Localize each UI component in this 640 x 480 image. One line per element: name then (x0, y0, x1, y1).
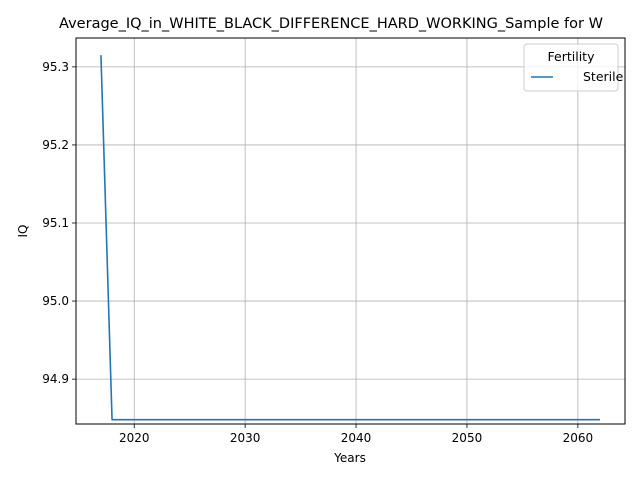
legend-entry-sterile: Sterile (583, 69, 624, 84)
grid (76, 38, 625, 424)
y-tick-label: 94.9 (42, 372, 69, 386)
x-tick-label: 2040 (341, 431, 372, 445)
x-axis-label: Years (333, 451, 366, 465)
legend-title: Fertility (548, 49, 596, 64)
y-tick-label: 95.2 (42, 138, 69, 152)
x-axis: 2020 2030 2040 2050 2060 (119, 424, 593, 445)
y-tick-label: 95.1 (42, 216, 69, 230)
y-tick-label: 95.3 (42, 60, 69, 74)
x-tick-label: 2020 (119, 431, 150, 445)
legend-box (523, 43, 619, 92)
x-tick-label: 2060 (563, 431, 594, 445)
x-tick-label: 2030 (230, 431, 261, 445)
legend: Fertility Sterile (523, 43, 624, 92)
series-layer (100, 55, 601, 421)
y-axis-label: IQ (16, 225, 30, 238)
y-tick-label: 95.0 (42, 294, 69, 308)
chart-title: Average_IQ_in_WHITE_BLACK_DIFFERENCE_HAR… (59, 16, 603, 32)
series-line-sterile (100, 55, 601, 421)
x-tick-label: 2050 (452, 431, 483, 445)
y-axis: 94.9 95.0 95.1 95.2 95.3 (42, 60, 76, 386)
plot-frame (75, 37, 626, 425)
